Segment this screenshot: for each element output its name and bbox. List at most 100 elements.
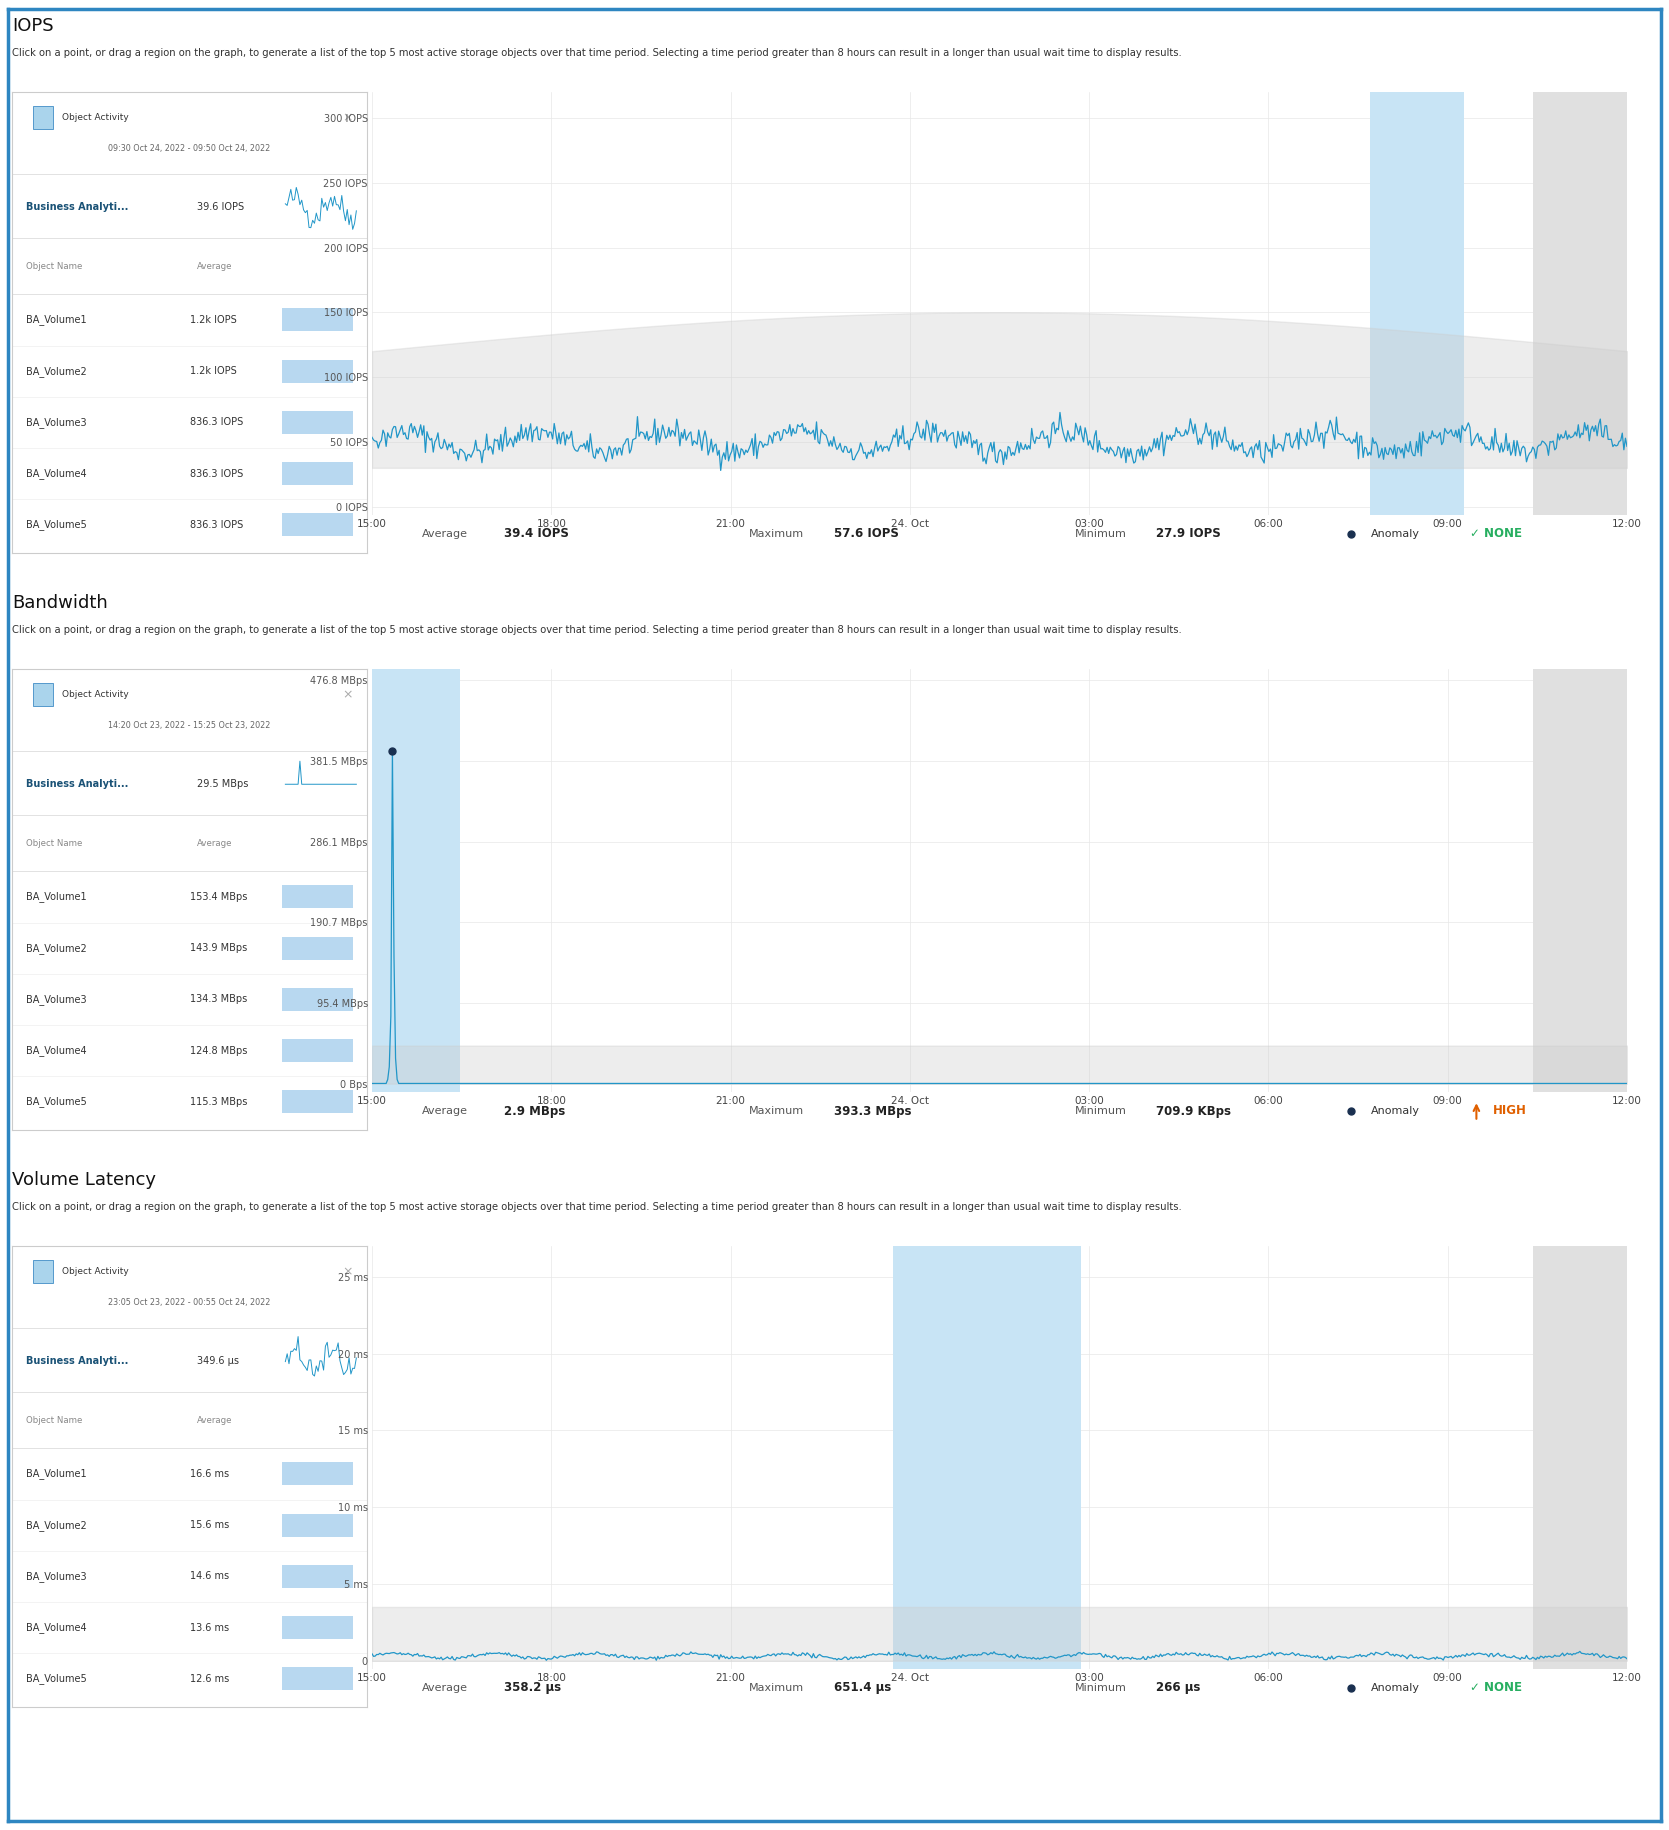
Text: 393.3 MBps: 393.3 MBps	[834, 1105, 911, 1118]
Text: Minimum: Minimum	[1075, 1105, 1127, 1116]
Text: BA_Volume3: BA_Volume3	[27, 1570, 87, 1581]
Text: Minimum: Minimum	[1075, 1684, 1127, 1693]
Bar	[282, 1039, 352, 1061]
Text: 153.4 MBps: 153.4 MBps	[190, 891, 247, 902]
Text: 134.3 MBps: 134.3 MBps	[190, 994, 247, 1005]
Bar	[282, 361, 352, 382]
Bar	[282, 1513, 352, 1537]
Bar	[282, 309, 352, 331]
Text: 2.9 MBps: 2.9 MBps	[504, 1105, 566, 1118]
Text: 14.6 ms: 14.6 ms	[190, 1572, 229, 1581]
Bar	[893, 1246, 1082, 1669]
Bar	[282, 512, 352, 536]
Text: 29.5 MBps: 29.5 MBps	[197, 780, 249, 789]
Text: ✓ NONE: ✓ NONE	[1470, 1682, 1522, 1695]
Text: Minimum: Minimum	[1075, 529, 1127, 540]
Text: BA_Volume5: BA_Volume5	[27, 520, 87, 531]
Text: Click on a point, or drag a region on the graph, to generate a list of the top 5: Click on a point, or drag a region on th…	[12, 48, 1182, 59]
Text: BA_Volume3: BA_Volume3	[27, 994, 87, 1005]
Text: Anomaly: Anomaly	[1370, 529, 1420, 540]
Text: Anomaly: Anomaly	[1370, 1105, 1420, 1116]
Text: ×: ×	[342, 112, 352, 124]
Text: Maximum: Maximum	[748, 529, 804, 540]
Text: 57.6 IOPS: 57.6 IOPS	[834, 527, 898, 540]
Text: BA_Volume5: BA_Volume5	[27, 1673, 87, 1684]
Text: BA_Volume1: BA_Volume1	[27, 315, 87, 326]
Bar	[282, 1462, 352, 1486]
Bar	[33, 106, 53, 130]
Bar	[282, 886, 352, 908]
Text: 09:30 Oct 24, 2022 - 09:50 Oct 24, 2022: 09:30 Oct 24, 2022 - 09:50 Oct 24, 2022	[108, 145, 270, 154]
Text: Anomaly: Anomaly	[1370, 1684, 1420, 1693]
Text: 23:05 Oct 23, 2022 - 00:55 Oct 24, 2022: 23:05 Oct 23, 2022 - 00:55 Oct 24, 2022	[108, 1297, 270, 1307]
Text: Object Activity: Object Activity	[62, 1266, 129, 1276]
Bar	[1532, 1246, 1639, 1669]
Text: 143.9 MBps: 143.9 MBps	[190, 942, 247, 953]
Text: IOPS: IOPS	[12, 16, 53, 35]
Text: Average: Average	[197, 1416, 232, 1426]
Text: Object Name: Object Name	[27, 262, 82, 271]
Bar	[1370, 92, 1464, 514]
Text: Object Activity: Object Activity	[62, 690, 129, 699]
Bar	[282, 1667, 352, 1691]
Text: 124.8 MBps: 124.8 MBps	[190, 1045, 247, 1056]
Text: BA_Volume4: BA_Volume4	[27, 1045, 87, 1056]
Text: Volume Latency: Volume Latency	[12, 1171, 155, 1190]
Text: 15.6 ms: 15.6 ms	[190, 1521, 229, 1530]
Text: BA_Volume4: BA_Volume4	[27, 468, 87, 479]
Text: Bandwidth: Bandwidth	[12, 593, 108, 611]
Bar	[282, 937, 352, 959]
Text: 349.6 μs: 349.6 μs	[197, 1356, 239, 1367]
Bar	[33, 683, 53, 706]
Text: 39.6 IOPS: 39.6 IOPS	[197, 203, 244, 212]
Bar	[282, 412, 352, 434]
Text: 1.2k IOPS: 1.2k IOPS	[190, 315, 237, 326]
Text: 13.6 ms: 13.6 ms	[190, 1623, 229, 1632]
Text: 12.6 ms: 12.6 ms	[190, 1674, 229, 1684]
Bar	[1532, 92, 1639, 514]
Text: BA_Volume3: BA_Volume3	[27, 417, 87, 428]
Text: Click on a point, or drag a region on the graph, to generate a list of the top 5: Click on a point, or drag a region on th…	[12, 1202, 1182, 1211]
Text: BA_Volume2: BA_Volume2	[27, 366, 87, 377]
Text: 358.2 μs: 358.2 μs	[504, 1682, 561, 1695]
Text: Maximum: Maximum	[748, 1684, 804, 1693]
Text: ✓ NONE: ✓ NONE	[1470, 527, 1522, 540]
Text: 39.4 IOPS: 39.4 IOPS	[504, 527, 569, 540]
Text: Business Analyti...: Business Analyti...	[27, 780, 129, 789]
Text: Average: Average	[197, 838, 232, 847]
Bar	[282, 988, 352, 1010]
Text: 651.4 μs: 651.4 μs	[834, 1682, 891, 1695]
Bar	[372, 670, 461, 1093]
Text: 27.9 IOPS: 27.9 IOPS	[1157, 527, 1222, 540]
Text: Object Activity: Object Activity	[62, 113, 129, 123]
Text: Click on a point, or drag a region on the graph, to generate a list of the top 5: Click on a point, or drag a region on th…	[12, 624, 1182, 635]
Text: 836.3 IOPS: 836.3 IOPS	[190, 468, 242, 479]
Text: Object Name: Object Name	[27, 1416, 82, 1426]
Text: Maximum: Maximum	[748, 1105, 804, 1116]
Text: 836.3 IOPS: 836.3 IOPS	[190, 417, 242, 428]
Text: Average: Average	[422, 1684, 469, 1693]
Text: Business Analyti...: Business Analyti...	[27, 1356, 129, 1367]
Bar	[282, 1565, 352, 1588]
Text: BA_Volume2: BA_Volume2	[27, 942, 87, 953]
Text: BA_Volume4: BA_Volume4	[27, 1621, 87, 1632]
Bar	[282, 1091, 352, 1113]
Text: Average: Average	[422, 529, 469, 540]
Text: 16.6 ms: 16.6 ms	[190, 1469, 229, 1479]
Text: BA_Volume5: BA_Volume5	[27, 1096, 87, 1107]
Bar	[282, 463, 352, 485]
Text: Average: Average	[422, 1105, 469, 1116]
Text: Object Name: Object Name	[27, 838, 82, 847]
Bar	[33, 1261, 53, 1283]
Text: BA_Volume1: BA_Volume1	[27, 1468, 87, 1479]
Text: BA_Volume1: BA_Volume1	[27, 891, 87, 902]
Text: BA_Volume2: BA_Volume2	[27, 1519, 87, 1530]
Text: HIGH: HIGH	[1492, 1105, 1527, 1118]
Text: 709.9 KBps: 709.9 KBps	[1157, 1105, 1232, 1118]
Text: 115.3 MBps: 115.3 MBps	[190, 1096, 247, 1107]
Text: ×: ×	[342, 1265, 352, 1277]
Text: 14:20 Oct 23, 2022 - 15:25 Oct 23, 2022: 14:20 Oct 23, 2022 - 15:25 Oct 23, 2022	[108, 721, 270, 730]
Text: Average: Average	[197, 262, 232, 271]
Text: 266 μs: 266 μs	[1157, 1682, 1200, 1695]
Bar	[282, 1616, 352, 1640]
